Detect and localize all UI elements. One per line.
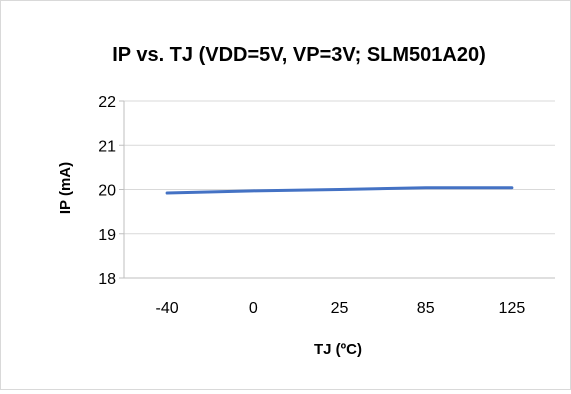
chart-title: IP vs. TJ (VDD=5V, VP=3V; SLM501A20) — [112, 44, 486, 66]
y-tick-label: 20 — [98, 183, 116, 200]
y-tick-label: 21 — [98, 138, 116, 155]
tick-labels: 18 19 20 21 22 -40 0 25 85 125 — [98, 94, 525, 317]
y-axis-label: IP (mA) — [57, 162, 74, 214]
series-line-0 — [165, 186, 514, 195]
x-tick-label: 25 — [331, 300, 349, 317]
y-tick-label: 22 — [98, 94, 116, 111]
x-tick-label: -40 — [156, 300, 179, 317]
axes — [119, 100, 555, 279]
y-tick-label: 18 — [98, 271, 116, 288]
x-tick-label: 125 — [499, 300, 526, 317]
y-tick-label: 19 — [98, 227, 116, 244]
x-axis-label: TJ (ºC) — [314, 341, 362, 358]
x-tick-label: 85 — [417, 300, 435, 317]
series-lines — [165, 186, 514, 195]
x-tick-label: 0 — [249, 300, 258, 317]
